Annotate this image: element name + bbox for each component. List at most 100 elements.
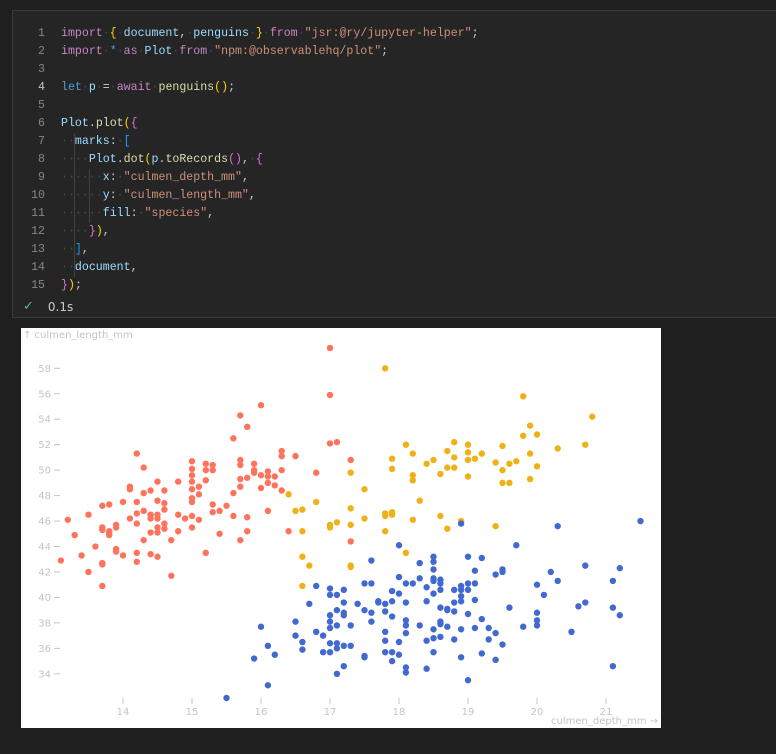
data-point xyxy=(533,617,541,624)
data-point xyxy=(175,511,182,518)
data-point xyxy=(361,515,368,522)
data-point xyxy=(340,599,347,606)
data-point xyxy=(264,682,272,689)
data-point xyxy=(471,580,479,587)
line-number: 4 xyxy=(38,81,45,94)
data-point xyxy=(299,528,306,535)
data-point xyxy=(209,461,216,469)
data-point xyxy=(285,491,292,498)
data-point xyxy=(216,507,223,515)
code-token: { xyxy=(255,153,263,166)
data-point xyxy=(382,365,389,372)
data-point xyxy=(409,580,416,587)
code-token: . xyxy=(158,153,166,166)
data-point xyxy=(78,552,85,559)
data-point xyxy=(333,670,341,678)
code-cell[interactable]: 1 import·{·document,·penguins·}·from·"jsr… xyxy=(12,10,776,318)
data-point xyxy=(388,455,396,462)
data-point xyxy=(464,676,472,684)
data-point xyxy=(416,622,423,629)
line-number: 7 xyxy=(38,135,45,148)
code-text: import·*·as·Plot·from·"npm:@observablehq… xyxy=(61,43,388,61)
data-point xyxy=(271,473,278,480)
code-text: ··], xyxy=(61,241,89,259)
code-token: y xyxy=(102,189,110,202)
data-point xyxy=(533,463,541,470)
data-point xyxy=(430,558,437,565)
code-token: marks xyxy=(74,135,110,148)
data-point xyxy=(609,604,617,611)
data-point xyxy=(402,617,410,624)
data-point xyxy=(589,413,596,420)
code-token: Plot xyxy=(144,45,173,58)
data-point xyxy=(292,507,299,515)
code-token: : xyxy=(130,207,138,220)
code-token: : xyxy=(109,171,117,184)
code-token: = xyxy=(102,81,110,94)
data-point xyxy=(513,542,520,549)
code-token: } xyxy=(255,27,263,40)
data-point xyxy=(195,491,203,498)
data-point xyxy=(133,558,140,565)
data-point xyxy=(409,477,416,484)
y-tick-label: 54 xyxy=(38,415,51,426)
code-token: : xyxy=(109,189,117,202)
code-token: , xyxy=(179,27,187,40)
data-point xyxy=(423,598,430,605)
data-point xyxy=(451,464,458,471)
data-point xyxy=(168,536,175,544)
data-point xyxy=(202,549,209,557)
whitespace-marker: · xyxy=(172,45,180,58)
data-point xyxy=(416,559,423,567)
code-token: , xyxy=(130,261,138,274)
data-point xyxy=(140,507,147,515)
code-text: ····}), xyxy=(61,223,110,241)
y-tick-label: 58 xyxy=(38,364,51,375)
data-point xyxy=(513,458,520,465)
data-point xyxy=(464,586,472,594)
data-point xyxy=(209,501,216,508)
data-point xyxy=(188,472,196,479)
data-point xyxy=(506,604,513,611)
data-point xyxy=(388,613,396,620)
data-point xyxy=(257,402,265,409)
code-token: [ xyxy=(123,135,131,148)
data-point xyxy=(457,654,465,661)
data-point xyxy=(368,557,375,564)
data-point xyxy=(375,599,382,606)
data-point xyxy=(388,511,396,518)
y-tick-label: 42 xyxy=(38,567,51,578)
data-point xyxy=(423,665,430,672)
data-point xyxy=(147,487,154,494)
data-point xyxy=(237,412,244,419)
data-point xyxy=(361,580,368,587)
data-point xyxy=(154,553,161,560)
data-point xyxy=(230,435,237,442)
data-point xyxy=(147,515,154,522)
data-point xyxy=(244,514,251,521)
data-point xyxy=(264,642,272,650)
data-point xyxy=(99,582,106,590)
data-point xyxy=(451,599,458,606)
data-point xyxy=(347,469,354,476)
data-point xyxy=(333,622,341,629)
data-point xyxy=(71,531,78,539)
data-point xyxy=(223,502,230,509)
data-point xyxy=(340,586,347,594)
data-point xyxy=(499,442,506,450)
data-point xyxy=(520,393,527,400)
code-token: "species" xyxy=(144,207,208,220)
code-token: * xyxy=(109,45,117,58)
data-point xyxy=(554,445,561,452)
code-token: "jsr:@ry/jupyter-helper" xyxy=(304,27,472,40)
y-tick-label: 36 xyxy=(38,644,51,655)
code-token: ] xyxy=(74,243,82,256)
data-point xyxy=(250,655,258,662)
data-point xyxy=(499,479,506,487)
data-point xyxy=(361,654,368,661)
data-point xyxy=(313,628,320,636)
data-point xyxy=(326,591,334,599)
data-point xyxy=(230,489,237,497)
data-point xyxy=(188,478,196,485)
data-point xyxy=(133,520,140,527)
